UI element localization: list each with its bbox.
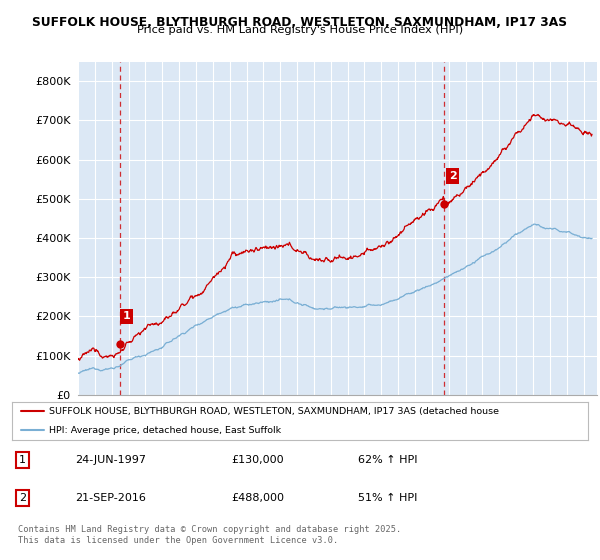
Text: 62% ↑ HPI: 62% ↑ HPI [358,455,417,465]
Text: 2: 2 [19,493,26,503]
Text: HPI: Average price, detached house, East Suffolk: HPI: Average price, detached house, East… [49,426,281,435]
Text: Price paid vs. HM Land Registry's House Price Index (HPI): Price paid vs. HM Land Registry's House … [137,25,463,35]
Text: £488,000: £488,000 [231,493,284,503]
Text: 24-JUN-1997: 24-JUN-1997 [76,455,146,465]
Text: 1: 1 [122,311,130,321]
Text: 1: 1 [19,455,26,465]
Text: Contains HM Land Registry data © Crown copyright and database right 2025.
This d: Contains HM Land Registry data © Crown c… [18,525,401,545]
Text: £130,000: £130,000 [231,455,284,465]
Text: SUFFOLK HOUSE, BLYTHBURGH ROAD, WESTLETON, SAXMUNDHAM, IP17 3AS: SUFFOLK HOUSE, BLYTHBURGH ROAD, WESTLETO… [32,16,568,29]
Text: 21-SEP-2016: 21-SEP-2016 [76,493,146,503]
Text: 2: 2 [449,171,457,181]
Text: 51% ↑ HPI: 51% ↑ HPI [358,493,417,503]
Text: SUFFOLK HOUSE, BLYTHBURGH ROAD, WESTLETON, SAXMUNDHAM, IP17 3AS (detached house: SUFFOLK HOUSE, BLYTHBURGH ROAD, WESTLETO… [49,407,499,416]
